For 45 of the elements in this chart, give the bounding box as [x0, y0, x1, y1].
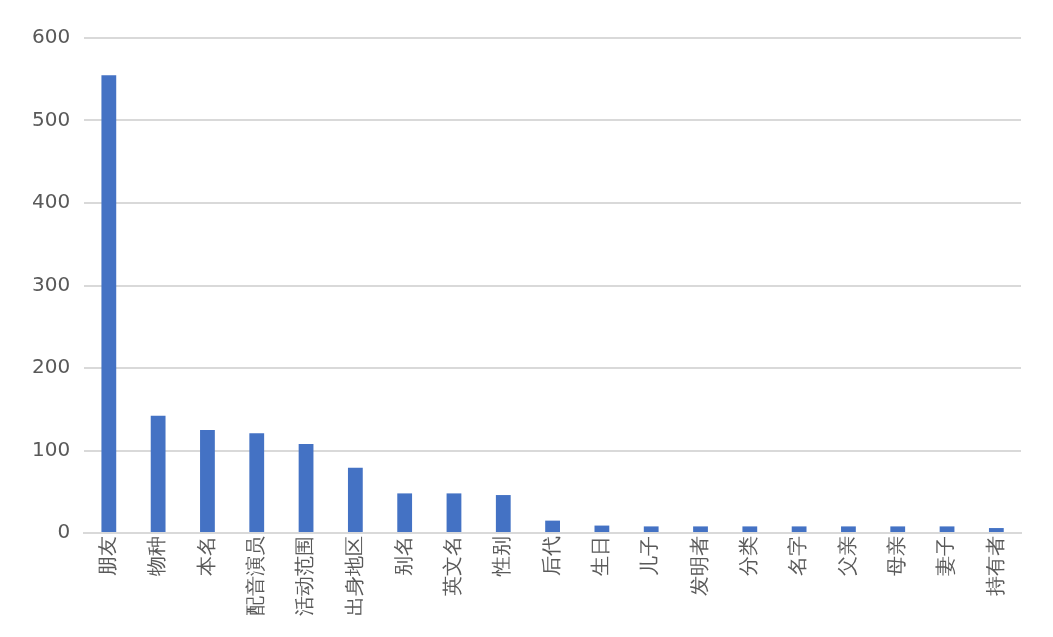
bar [495, 495, 511, 532]
bar [101, 75, 117, 532]
x-tick-label: 分类 [736, 536, 761, 576]
x-tick-label: 出身地区 [341, 536, 366, 616]
bar [791, 526, 807, 532]
bar [397, 493, 413, 532]
bar [545, 520, 560, 532]
bar [298, 443, 314, 532]
bar [150, 415, 166, 532]
x-tick-label: 妻子 [933, 536, 958, 576]
y-tick-label: 400 [31, 189, 71, 214]
bar [841, 526, 856, 532]
bar [594, 525, 610, 532]
x-tick-label: 配音演员 [242, 536, 267, 616]
bar [939, 526, 955, 532]
x-tick-label: 生日 [588, 536, 613, 576]
bar [643, 526, 659, 532]
bar [347, 467, 363, 532]
y-tick-label: 500 [31, 106, 71, 131]
bar [890, 526, 906, 532]
y-tick-label: 100 [31, 436, 71, 461]
y-tick-label: 0 [57, 519, 71, 544]
y-tick-label: 300 [31, 271, 71, 296]
bar [742, 526, 758, 532]
x-tick-label: 母亲 [883, 536, 908, 576]
x-tick-label: 性别 [489, 536, 514, 577]
x-tick-label: 本名 [193, 536, 218, 576]
bar [693, 526, 708, 532]
x-tick-label: 物种 [144, 536, 169, 576]
bar [200, 429, 215, 532]
bar [988, 528, 1004, 532]
x-tick-label: 父亲 [834, 536, 859, 576]
x-tick-label: 发明者 [686, 536, 711, 596]
x-tick-label: 英文名 [440, 536, 465, 596]
x-tick-label: 儿子 [637, 536, 662, 576]
y-tick-label: 600 [31, 24, 71, 49]
x-tick-label: 活动范围 [292, 536, 317, 616]
x-tick-label: 别名 [390, 536, 415, 576]
x-tick-label: 名字 [785, 536, 810, 576]
x-tick-label: 后代 [538, 536, 563, 576]
y-tick-label: 200 [31, 354, 71, 379]
bar [446, 493, 462, 532]
bar [249, 433, 265, 532]
x-tick-label: 朋友 [95, 536, 120, 576]
x-tick-label: 持有者 [982, 536, 1007, 596]
